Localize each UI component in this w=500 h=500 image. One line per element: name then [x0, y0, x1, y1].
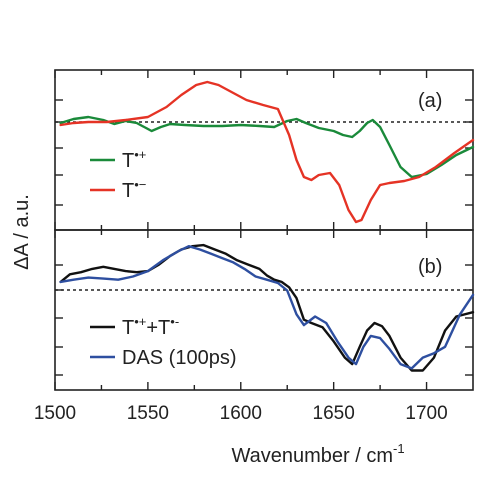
- x-tick-label: 1700: [405, 403, 447, 424]
- x-tick-label: 1600: [220, 403, 262, 424]
- x-tick-label: 1650: [313, 403, 355, 424]
- panel-b-label: (b): [418, 256, 442, 278]
- legend-label-sum: T•++T•-: [122, 314, 179, 339]
- panel-b-frame: [54, 229, 474, 391]
- panel-a-label: (a): [418, 90, 442, 112]
- x-tick-labels: 1500 1550 1600 1650 1700: [34, 403, 448, 424]
- legend-label-das: DAS (100ps): [122, 347, 237, 369]
- tick-marks: [54, 70, 473, 390]
- panel-a-series: [59, 80, 475, 224]
- panel-b-legend: T•++T•- DAS (100ps): [90, 314, 237, 369]
- series-line-b-0: [59, 243, 475, 372]
- legend-label-anion: T•−: [122, 177, 146, 202]
- panel-a-frame: [54, 69, 474, 231]
- y-axis-title: ΔA / a.u.: [11, 194, 33, 270]
- x-tick-label: 1500: [34, 403, 76, 424]
- series-line-a-1: [59, 80, 475, 224]
- legend-label-cation: T•+: [122, 147, 146, 172]
- panel-a-legend: T•+ T•−: [90, 147, 146, 202]
- x-axis-title: Wavenumber / cm-1: [231, 441, 404, 467]
- x-tick-label: 1550: [127, 403, 169, 424]
- panel-b-series: [59, 243, 475, 372]
- series-line-b-1: [59, 245, 475, 370]
- series-line-a-0: [59, 115, 475, 179]
